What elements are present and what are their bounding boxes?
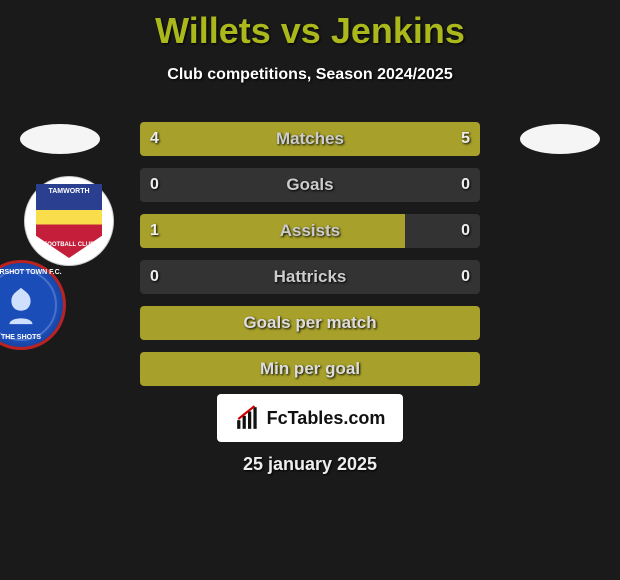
stat-label: Assists <box>280 221 340 241</box>
stat-value-right: 0 <box>461 176 470 194</box>
stat-row: 0 0 Hattricks <box>140 260 480 294</box>
stat-label: Goals <box>286 175 333 195</box>
stat-value-left: 1 <box>150 222 159 240</box>
stats-column: 4 5 Matches 0 0 Goals 1 0 Assists 0 0 Hattricks Goal… <box>140 122 480 398</box>
ring-icon <box>0 269 57 341</box>
stat-row: 4 5 Matches <box>140 122 480 156</box>
subtitle: Club competitions, Season 2024/2025 <box>0 66 620 84</box>
crest-right-text-top: ALDERSHOT TOWN F.C. <box>0 269 63 276</box>
crest-right-text-bot: THE SHOTS <box>0 334 63 341</box>
stat-value-right: 5 <box>461 130 470 148</box>
stat-label: Goals per match <box>243 313 376 333</box>
page-title: Willets vs Jenkins <box>0 0 620 52</box>
bar-left <box>140 214 405 248</box>
stat-label: Hattricks <box>274 267 347 287</box>
fctables-branding[interactable]: FcTables.com <box>217 394 403 442</box>
crest-left-text-top: TAMWORTH <box>36 188 102 195</box>
stat-row-full: Min per goal <box>140 352 480 386</box>
stat-label: Matches <box>276 129 344 149</box>
stat-row-full: Goals per match <box>140 306 480 340</box>
stat-value-left: 0 <box>150 176 159 194</box>
shield-icon: TAMWORTH FOOTBALL CLUB <box>36 184 102 258</box>
stat-row: 0 0 Goals <box>140 168 480 202</box>
flag-left <box>20 124 100 154</box>
club-crest-right: ALDERSHOT TOWN F.C. THE SHOTS <box>0 260 66 350</box>
club-crest-left: TAMWORTH FOOTBALL CLUB <box>24 176 114 266</box>
flag-right <box>520 124 600 154</box>
stat-label: Min per goal <box>260 359 360 379</box>
fctables-logo-icon <box>235 405 261 431</box>
date-label: 25 january 2025 <box>0 454 620 475</box>
fctables-label: FcTables.com <box>267 408 386 429</box>
stat-value-left: 4 <box>150 130 159 148</box>
stat-value-left: 0 <box>150 268 159 286</box>
stat-row: 1 0 Assists <box>140 214 480 248</box>
stat-value-right: 0 <box>461 222 470 240</box>
crest-left-text-bot: FOOTBALL CLUB <box>36 242 102 248</box>
bar-left <box>140 122 290 156</box>
stat-value-right: 0 <box>461 268 470 286</box>
